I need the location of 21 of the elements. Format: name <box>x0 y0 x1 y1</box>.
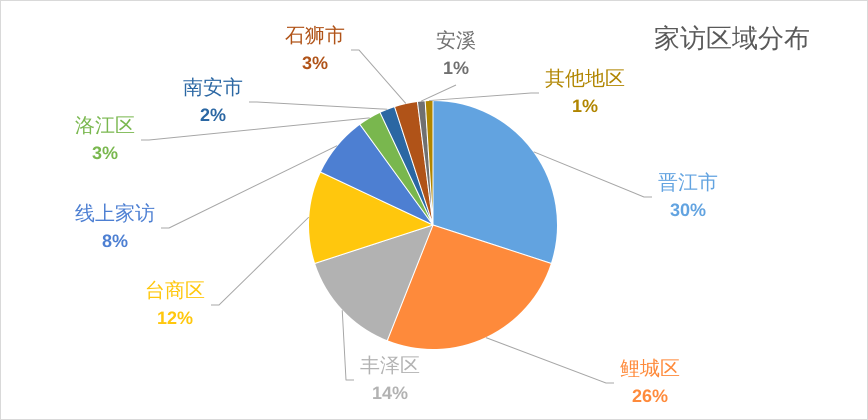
data-label: 1% <box>442 58 470 78</box>
slice-label: 线上家访 <box>75 201 155 226</box>
data-label: 26% <box>632 386 668 406</box>
slice-label: 石狮市 <box>285 23 345 48</box>
slice-label: 南安市 <box>183 75 243 100</box>
slice-label: 丰泽区 <box>360 353 420 378</box>
data-label: 14% <box>372 382 408 403</box>
slice-label: 洛江区 <box>75 113 135 138</box>
data-label: 30% <box>670 200 706 220</box>
slice-label: 安溪 <box>436 28 476 52</box>
data-label: 12% <box>156 308 194 328</box>
chart-title: 家访区域分布 <box>654 24 810 54</box>
data-label: 8% <box>102 230 128 251</box>
data-label: 1% <box>572 96 598 116</box>
slice-label: 鲤城区 <box>620 356 680 380</box>
slice-label: 晋江市 <box>658 170 718 194</box>
data-label: 2% <box>200 104 226 125</box>
data-label: 3% <box>92 142 118 163</box>
slice-label: 其他地区 <box>545 66 625 90</box>
data-label: 3% <box>302 52 328 73</box>
slice-label: 台商区 <box>145 278 205 302</box>
